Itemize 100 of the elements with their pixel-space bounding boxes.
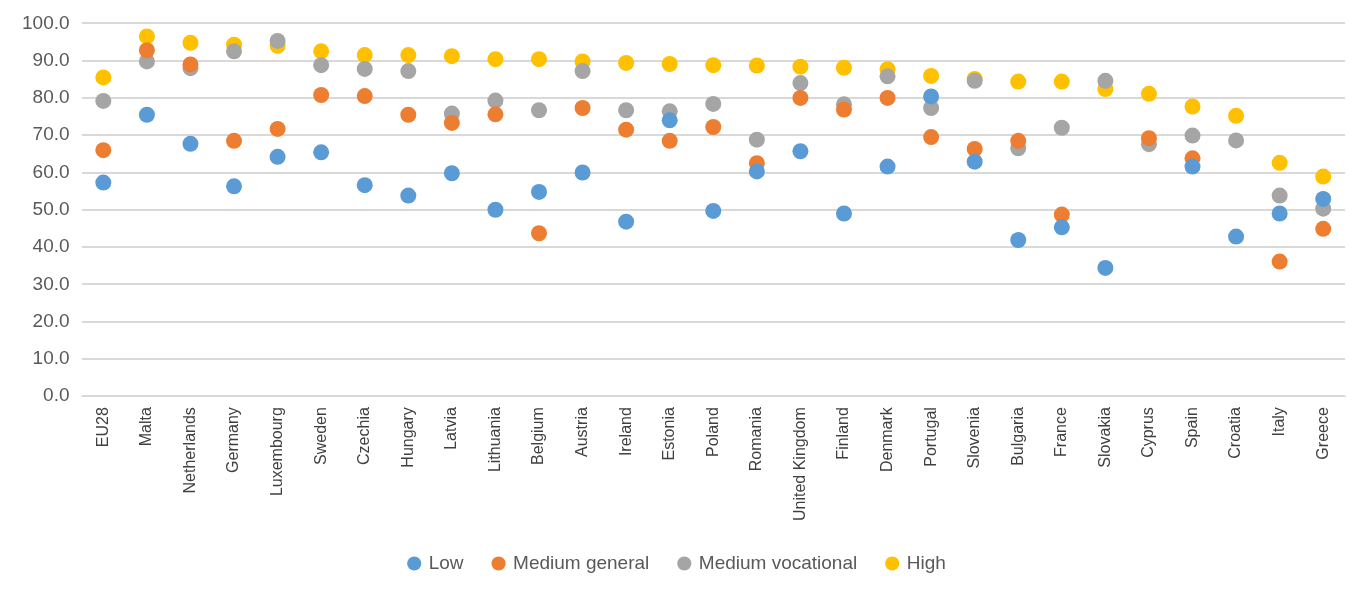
- point: [182, 34, 199, 51]
- point: [443, 48, 460, 65]
- y-tick-label: 50.0: [32, 198, 70, 220]
- x-tick-label: Cyprus: [1139, 407, 1157, 458]
- point: [923, 129, 940, 146]
- point: [748, 131, 765, 148]
- point: [138, 28, 155, 45]
- point: [966, 153, 983, 170]
- point: [356, 177, 373, 194]
- y-tick-label: 10.0: [32, 347, 70, 369]
- point: [313, 43, 330, 60]
- point: [792, 75, 809, 92]
- y-tick-label: 80.0: [32, 86, 70, 108]
- y-tick-label: 60.0: [32, 160, 70, 182]
- x-tick-label: Ireland: [616, 407, 634, 457]
- point: [356, 47, 373, 64]
- point: [1184, 158, 1201, 175]
- legend-label: Medium general: [513, 551, 650, 573]
- point: [1184, 98, 1201, 115]
- point: [661, 56, 678, 73]
- point: [879, 68, 896, 85]
- point: [1271, 187, 1288, 204]
- point: [661, 112, 678, 129]
- point: [443, 114, 460, 131]
- x-tick-label: Latvia: [442, 407, 460, 450]
- y-tick-label: 90.0: [32, 48, 70, 70]
- point: [1053, 219, 1070, 236]
- legend-label: Medium vocational: [698, 551, 858, 573]
- point: [1184, 127, 1201, 144]
- point: [313, 86, 330, 103]
- point: [1010, 231, 1027, 248]
- y-tick-label: 0.0: [43, 384, 70, 406]
- x-tick-label: Slovenia: [965, 407, 983, 469]
- point: [487, 201, 504, 218]
- point: [618, 102, 635, 119]
- y-tick-label: 70.0: [32, 123, 70, 145]
- point: [1271, 253, 1288, 270]
- x-tick-label: Italy: [1270, 407, 1288, 437]
- point: [487, 106, 504, 123]
- x-tick-label: Croatia: [1226, 407, 1244, 459]
- point: [269, 32, 286, 49]
- y-tick-label: 30.0: [32, 272, 70, 294]
- x-tick-label: Poland: [703, 407, 721, 457]
- point: [879, 158, 896, 175]
- point: [1315, 220, 1332, 237]
- point: [574, 164, 591, 181]
- x-tick-label: Spain: [1182, 407, 1200, 449]
- point: [400, 187, 417, 204]
- point: [923, 67, 940, 84]
- point: [400, 63, 417, 80]
- point: [1010, 73, 1027, 90]
- point: [923, 88, 940, 105]
- point: [313, 144, 330, 161]
- x-tick-label: Netherlands: [180, 407, 198, 494]
- point: [835, 101, 852, 118]
- x-tick-label: Czechia: [355, 407, 373, 465]
- point: [138, 42, 155, 59]
- x-tick-label: Romania: [747, 407, 765, 472]
- x-tick-label: Sweden: [311, 407, 329, 465]
- x-tick-label: Estonia: [660, 407, 678, 461]
- point: [531, 225, 547, 242]
- x-tick-label: United Kingdom: [790, 407, 808, 521]
- x-tick-label: Portugal: [921, 407, 939, 467]
- point: [748, 163, 765, 180]
- point: [748, 57, 765, 74]
- x-tick-label: Luxembourg: [268, 407, 286, 497]
- point: [313, 57, 330, 74]
- point: [487, 92, 504, 109]
- x-tick-label: Germany: [224, 407, 242, 473]
- point: [356, 88, 373, 105]
- x-tick-label: Slovakia: [1095, 407, 1113, 468]
- x-tick-label: EU28: [93, 407, 111, 448]
- point: [1228, 228, 1245, 245]
- x-tick-label: Malta: [137, 407, 155, 447]
- point: [182, 135, 199, 152]
- point: [95, 142, 112, 159]
- point: [574, 100, 591, 117]
- point: [269, 148, 286, 165]
- point: [1140, 130, 1157, 147]
- point: [1097, 72, 1114, 89]
- x-tick-label: Bulgaria: [1008, 407, 1026, 466]
- point: [531, 51, 547, 68]
- point: [1140, 85, 1157, 102]
- point: [835, 59, 852, 76]
- point: [1228, 107, 1245, 124]
- point: [618, 121, 635, 138]
- x-tick-label: Hungary: [398, 407, 416, 468]
- point: [661, 132, 678, 149]
- point: [95, 92, 112, 109]
- y-tick-label: 100.0: [22, 11, 70, 33]
- point: [1053, 73, 1070, 90]
- point: [182, 56, 199, 73]
- point: [138, 106, 155, 123]
- point: [705, 202, 722, 219]
- point: [400, 106, 417, 123]
- point: [356, 60, 373, 77]
- point: [269, 120, 286, 137]
- point: [574, 63, 591, 80]
- legend-label: Low: [428, 551, 464, 573]
- point: [531, 102, 547, 119]
